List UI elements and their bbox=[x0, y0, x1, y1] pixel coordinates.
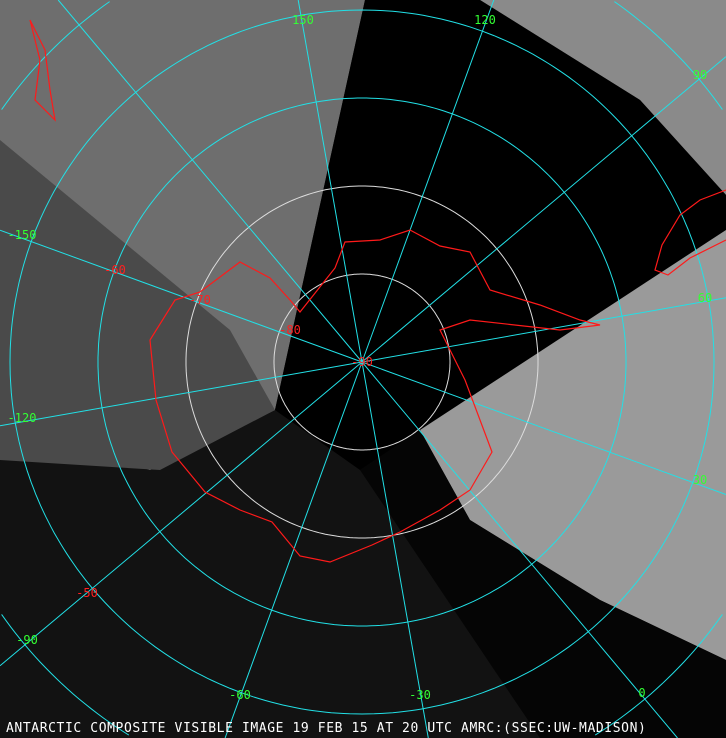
satellite-cloud-region-ross bbox=[0, 140, 275, 470]
antarctica-coastline bbox=[149, 229, 601, 563]
no-data-region bbox=[275, 0, 726, 470]
latitude-label: -60 bbox=[104, 263, 126, 277]
meridian-line bbox=[297, 0, 363, 363]
meridian-line bbox=[361, 297, 726, 363]
meridian-line bbox=[361, 361, 726, 495]
meridian-line bbox=[0, 361, 363, 427]
latitude-circle bbox=[1, 614, 130, 736]
longitude-label: 90 bbox=[693, 68, 707, 82]
south-america-coastline bbox=[654, 189, 726, 276]
meridian-line bbox=[361, 0, 495, 363]
new-zealand-coastline bbox=[29, 19, 56, 122]
latitude-label: -90 bbox=[351, 355, 373, 369]
longitude-label: -150 bbox=[8, 228, 37, 242]
latitude-circle bbox=[185, 185, 539, 539]
meridian-line bbox=[224, 361, 363, 738]
latitude-circle bbox=[273, 273, 451, 451]
longitude-label: 120 bbox=[474, 13, 496, 27]
meridian-line bbox=[361, 361, 429, 738]
longitude-label: 0 bbox=[638, 686, 645, 700]
satellite-cloud-region-atlantic bbox=[420, 230, 726, 660]
latitude-circle bbox=[614, 1, 723, 110]
longitude-label: -120 bbox=[8, 411, 37, 425]
longitude-label: 150 bbox=[292, 13, 314, 27]
latitude-label: -50 bbox=[76, 586, 98, 600]
longitude-label: -30 bbox=[409, 688, 431, 702]
no-data-region-lower bbox=[360, 430, 726, 738]
longitude-label: 30 bbox=[693, 473, 707, 487]
longitude-label: 60 bbox=[698, 291, 712, 305]
meridian-line bbox=[0, 229, 363, 363]
satellite-cloud-region-topright bbox=[480, 0, 726, 195]
latitude-circle bbox=[97, 97, 627, 627]
latitude-circle bbox=[594, 614, 723, 736]
latitude-label: -80 bbox=[279, 323, 301, 337]
meridian-line bbox=[361, 361, 678, 738]
meridian-line bbox=[57, 0, 363, 363]
latitude-circle bbox=[1, 1, 110, 110]
latitude-circle bbox=[9, 9, 715, 715]
longitude-label: -90 bbox=[16, 633, 38, 647]
image-caption: ANTARCTIC COMPOSITE VISIBLE IMAGE 19 FEB… bbox=[6, 721, 647, 736]
meridian-line bbox=[361, 56, 726, 363]
meridian-line bbox=[0, 361, 363, 667]
latitude-label: -70 bbox=[189, 293, 211, 307]
longitude-label: -60 bbox=[229, 688, 251, 702]
